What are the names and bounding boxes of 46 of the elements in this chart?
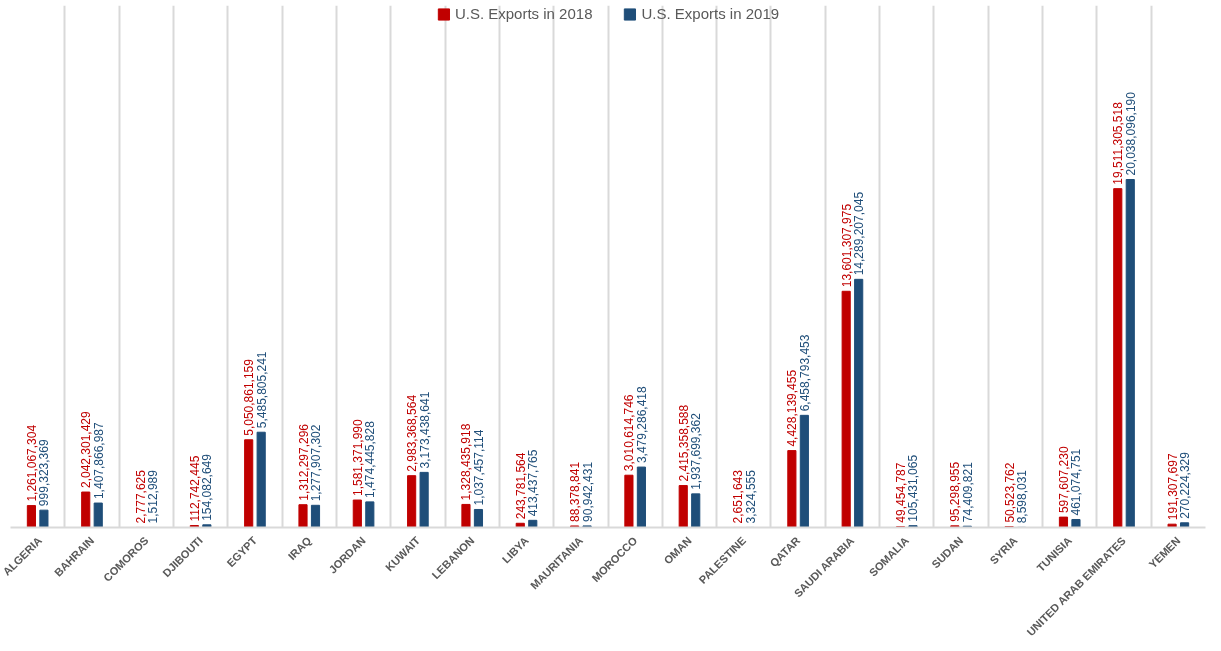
data-label: 154,082,649 [200, 453, 215, 521]
data-label: 8,598,031 [1015, 469, 1030, 524]
data-label: 13,601,307,975 [839, 203, 854, 288]
data-label: 270,224,329 [1178, 451, 1193, 519]
data-label: 191,307,697 [1165, 453, 1180, 521]
legend-label: U.S. Exports in 2018 [454, 5, 593, 22]
data-label: 88,378,841 [568, 461, 583, 522]
data-label: 1,937,699,362 [689, 412, 704, 490]
data-label: 1,312,297,296 [296, 423, 311, 501]
data-label: 5,050,861,159 [242, 358, 257, 436]
data-label: 1,328,435,918 [459, 423, 474, 501]
data-label: 413,437,765 [526, 449, 541, 517]
data-label: 461,074,751 [1069, 448, 1084, 516]
data-label: 597,607,230 [1056, 446, 1071, 514]
data-label: 2,983,368,564 [405, 394, 420, 472]
data-label: 243,781,564 [513, 452, 528, 520]
data-label: 1,261,067,304 [24, 424, 39, 502]
data-label: 105,431,065 [906, 454, 921, 522]
data-label: 112,742,445 [187, 455, 202, 522]
data-label: 1,037,457,114 [471, 429, 486, 506]
data-label: 4,428,139,455 [785, 369, 800, 447]
data-label: 3,010,614,746 [622, 394, 637, 472]
data-label: 1,277,907,302 [309, 424, 323, 502]
data-label: 1,474,445,828 [363, 420, 378, 498]
data-label: 50,523,762 [1002, 462, 1017, 523]
data-label: 1,512,989 [146, 469, 161, 524]
data-label: 90,942,431 [580, 461, 595, 522]
data-label: 14,289,207,045 [852, 191, 867, 276]
data-label: 2,651,643 [731, 469, 746, 524]
data-label: 2,415,358,588 [676, 404, 691, 482]
data-label: 1,407,866,987 [91, 421, 106, 500]
data-label: 3,173,438,641 [417, 391, 432, 469]
data-label: 20,038,096,190 [1123, 91, 1138, 176]
data-label: 2,042,301,429 [79, 410, 94, 489]
data-label: 3,324,555 [743, 469, 758, 524]
data-label: 6,458,793,453 [797, 334, 812, 412]
data-label: 19,511,305,518 [1111, 101, 1126, 185]
legend-label: U.S. Exports in 2019 [641, 5, 780, 22]
data-label: 5,485,805,241 [254, 351, 269, 429]
data-label: 2,777,625 [133, 469, 148, 524]
data-label: 49,454,787 [894, 462, 908, 523]
data-label: 1,581,371,990 [350, 418, 365, 497]
data-label: 95,298,955 [948, 461, 963, 522]
data-label: 999,323,369 [37, 439, 52, 507]
data-label: 3,479,286,418 [634, 386, 649, 464]
data-label: 74,409,821 [960, 461, 975, 523]
